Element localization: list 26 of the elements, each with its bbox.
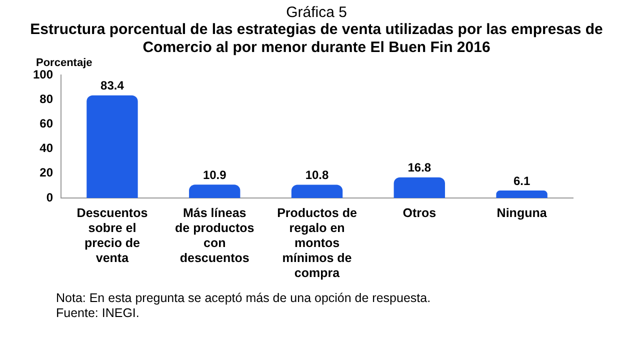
y-tick-label: 20 [40, 166, 54, 180]
y-tick-label: 100 [32, 67, 54, 82]
x-tick-label: Productos de regalo en montos mínimos de compra [277, 206, 357, 280]
bar [291, 184, 343, 198]
chart-subtitle: Estructura porcentual de las estrategias de venta utilizadas por las empresas de Comercio al por menor durante El Buen Fin 2016 [29, 21, 604, 57]
text: Nota: En esta pregunta se aceptó más de una opción de respuesta. [56, 291, 432, 306]
bar [189, 184, 240, 198]
data-label: 16.8 [408, 160, 432, 175]
chart-title: Gráfica 5 [285, 4, 348, 21]
y-tick-label: 40 [40, 141, 54, 156]
x-tick-label: Descuentos sobre el precio de venta [76, 206, 148, 265]
data-label: 10.9 [202, 168, 227, 182]
data-label: 10.8 [305, 168, 330, 182]
source-note: Fuente: INEGI. [56, 306, 140, 321]
y-tick-label: 80 [40, 92, 54, 106]
bar [496, 190, 548, 198]
x-tick-label: Ninguna [496, 206, 548, 220]
bar [86, 95, 138, 198]
x-tick-label: Más líneas de productos con descuentos [175, 206, 254, 265]
x-tick-label: Otros [402, 206, 436, 220]
y-tick-label: 0 [46, 190, 54, 204]
y-axis-title: Porcentaje [36, 57, 92, 69]
data-label: 83.4 [100, 78, 124, 93]
bar [394, 177, 446, 198]
y-tick-label: 60 [40, 116, 54, 131]
data-label: 6.1 [513, 174, 530, 188]
